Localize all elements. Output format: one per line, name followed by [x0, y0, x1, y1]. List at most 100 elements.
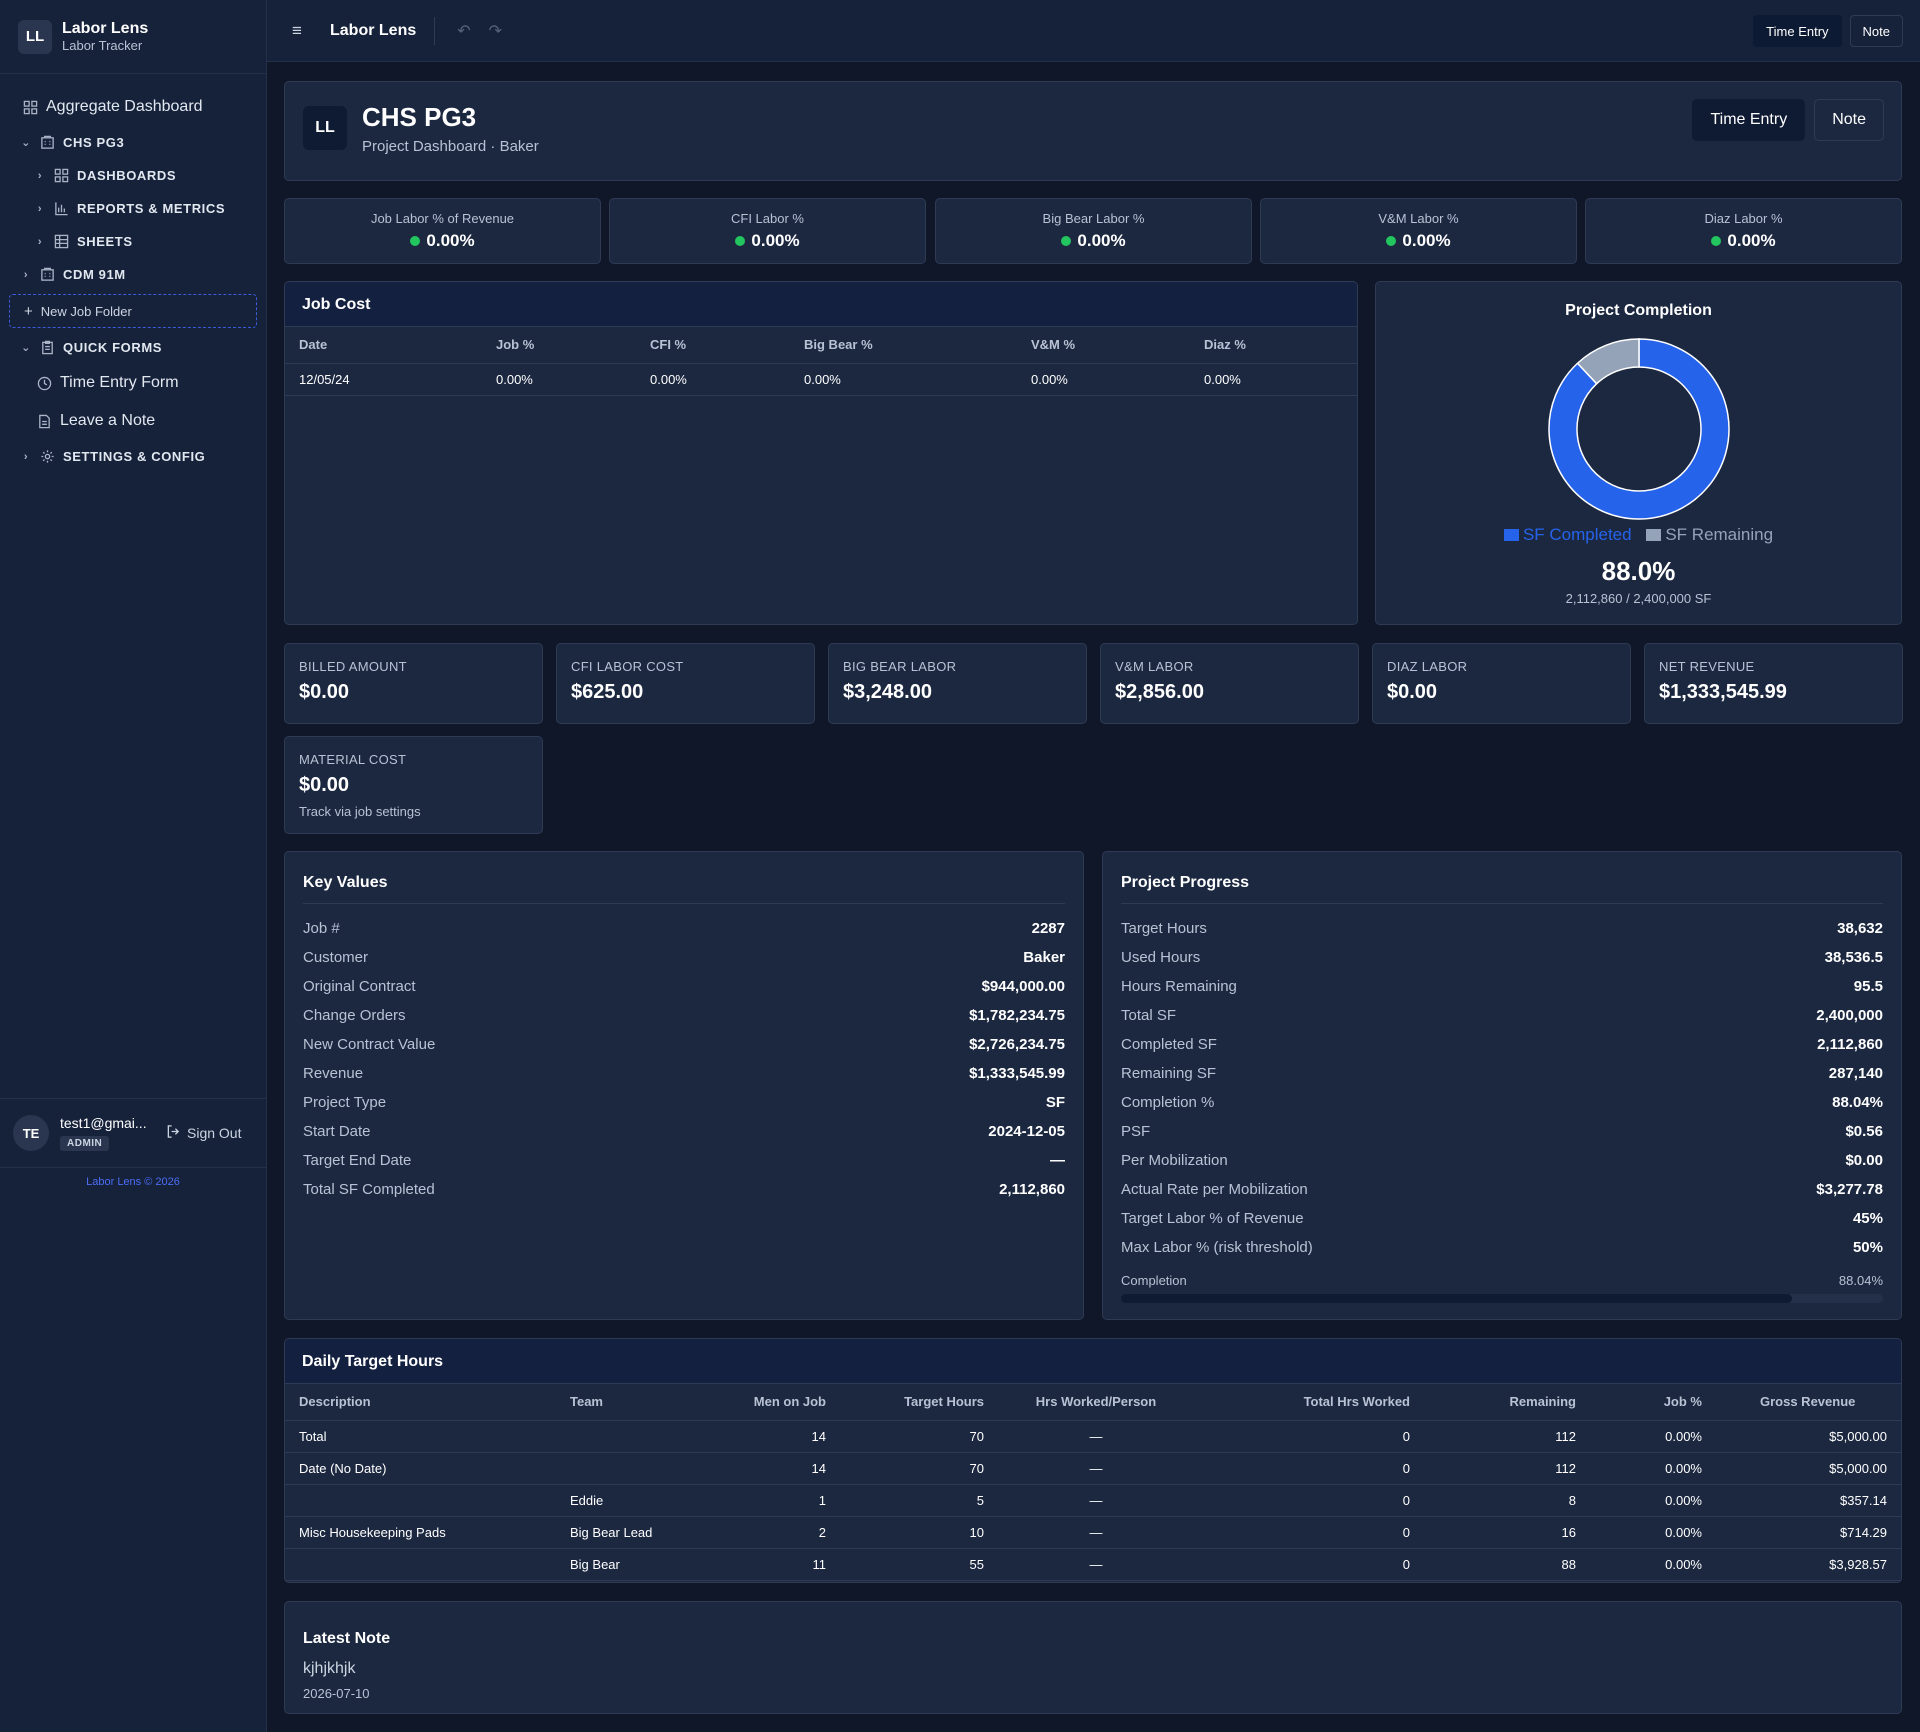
- chevron-right-icon[interactable]: ›: [37, 235, 43, 248]
- donut-slice-completed[interactable]: [1548, 338, 1730, 520]
- column-header[interactable]: Remaining: [1424, 1384, 1590, 1421]
- table-cell: —: [998, 1548, 1194, 1581]
- key-label: Total SF: [1121, 1007, 1177, 1024]
- table-cell: 1: [700, 1484, 840, 1517]
- new-job-folder-label: New Job Folder: [40, 303, 132, 319]
- table-cell: 0.00%: [1590, 1516, 1716, 1549]
- column-header[interactable]: Gross Revenue: [1716, 1384, 1901, 1421]
- sidebar-item-chs-pg3[interactable]: ⌄ CHS PG3: [0, 126, 266, 159]
- status-dot-icon: [1711, 236, 1722, 246]
- latest-note-card: Latest Note kjhjkhjk 2026-07-10: [284, 1601, 1902, 1714]
- menu-icon[interactable]: ≡: [292, 20, 302, 40]
- column-header[interactable]: Team: [556, 1384, 700, 1421]
- sidebar-item-leave-note[interactable]: Leave a Note: [0, 402, 266, 440]
- table-cell: 0: [1194, 1484, 1424, 1517]
- table-cell: —: [998, 1484, 1194, 1517]
- column-header[interactable]: Job %: [1590, 1384, 1716, 1421]
- completion-percent: 88.0%: [1601, 556, 1676, 586]
- column-header[interactable]: Diaz %: [1190, 327, 1357, 364]
- avatar[interactable]: TE: [13, 1115, 49, 1151]
- kpi-value: 0.00%: [1586, 231, 1901, 251]
- note-button[interactable]: Note: [1849, 15, 1903, 47]
- metric-card-big-bear-labor: BIG BEAR LABOR $3,248.00: [828, 643, 1087, 724]
- table-cell: Date (No Date): [285, 1452, 556, 1485]
- brand[interactable]: LL Labor Lens Labor Tracker: [0, 0, 266, 74]
- key-value-row: Customer Baker: [303, 943, 1065, 972]
- sidebar-item-time-entry-form[interactable]: Time Entry Form: [0, 364, 266, 402]
- sidebar-item-quick-forms[interactable]: ⌄ QUICK FORMS: [0, 331, 266, 364]
- sign-out-button[interactable]: Sign Out: [166, 1124, 241, 1142]
- key-value: $0.56: [1845, 1123, 1883, 1140]
- plus-icon: +: [24, 302, 33, 320]
- sidebar-item-settings[interactable]: › SETTINGS & CONFIG: [0, 440, 266, 473]
- table-row[interactable]: Total 14 70—0 112 0.00% $5,000.00: [285, 1420, 1901, 1453]
- sidebar-item-dashboards[interactable]: › DASHBOARDS: [0, 159, 266, 192]
- table-cell: $5,000.00: [1716, 1452, 1901, 1485]
- progress-bar-label: Completion: [1121, 1273, 1187, 1288]
- key-values-title: Key Values: [303, 874, 388, 891]
- sidebar-item-cdm-91m[interactable]: › CDM 91M: [0, 258, 266, 291]
- table-row[interactable]: Eddie 1 5—0 8 0.00% $357.14: [285, 1484, 1901, 1517]
- sidebar-item-reports[interactable]: › REPORTS & METRICS: [0, 192, 266, 225]
- column-header[interactable]: Men on Job: [700, 1384, 840, 1421]
- sidebar-item-label: Time Entry Form: [60, 374, 179, 391]
- donut-slice-remaining[interactable]: [1576, 338, 1640, 385]
- key-label: Revenue: [303, 1065, 364, 1082]
- project-progress-list: Target Hours 38,632 Used Hours 38,536.5 Hour…: [1121, 914, 1883, 1262]
- chevron-right-icon[interactable]: ›: [23, 268, 29, 281]
- legend-label-remaining[interactable]: SF Remaining: [1665, 525, 1774, 544]
- legend-label-completed[interactable]: SF Completed: [1522, 525, 1632, 544]
- chevron-down-icon[interactable]: ⌄: [21, 137, 31, 149]
- time-entry-button[interactable]: Time Entry: [1753, 15, 1842, 47]
- metric-label: V&M LABOR: [1115, 659, 1194, 674]
- chevron-right-icon[interactable]: ›: [23, 450, 29, 463]
- table-row[interactable]: Misc Housekeeping Pads Big Bear Lead 2 10—0…: [285, 1516, 1901, 1549]
- key-value: 38,632: [1837, 920, 1883, 937]
- table-cell: 0.00%: [636, 363, 790, 396]
- chevron-right-icon[interactable]: ›: [37, 202, 43, 215]
- clock-icon: [36, 375, 52, 391]
- column-header[interactable]: CFI %: [636, 327, 790, 364]
- key-value-row: Original Contract $944,000.00: [303, 972, 1065, 1001]
- key-value: 45%: [1852, 1210, 1883, 1227]
- column-header[interactable]: Target Hours: [840, 1384, 998, 1421]
- table-row[interactable]: Big Bear 11 55—0 88 0.00% $3,928.57: [285, 1548, 1901, 1581]
- redo-icon[interactable]: ↷: [488, 22, 503, 40]
- project-logo: LL: [303, 106, 347, 150]
- table-cell: 0: [1194, 1452, 1424, 1485]
- sidebar-item-label: Aggregate Dashboard: [46, 98, 203, 115]
- key-value: SF: [1045, 1094, 1065, 1111]
- chevron-down-icon[interactable]: ⌄: [21, 342, 31, 354]
- key-value-row: Remaining SF 287,140: [1121, 1059, 1883, 1088]
- column-header[interactable]: Description: [285, 1384, 556, 1421]
- latest-note-title: Latest Note: [303, 1630, 391, 1647]
- metric-card-billed-amount: BILLED AMOUNT $0.00: [284, 643, 543, 724]
- table-row[interactable]: 12/05/24 0.00% 0.00% 0.00% 0.00% 0.00%: [285, 363, 1357, 396]
- table-row[interactable]: Date (No Date) 14 70—0 112 0.00% $5,000.00: [285, 1452, 1901, 1485]
- column-header[interactable]: V&M %: [1017, 327, 1190, 364]
- table-cell: 14: [700, 1452, 840, 1485]
- time-entry-button[interactable]: Time Entry: [1692, 99, 1806, 141]
- column-header[interactable]: Job %: [482, 327, 636, 364]
- undo-icon[interactable]: ↶: [457, 22, 471, 40]
- sidebar-item-aggregate-dashboard[interactable]: Aggregate Dashboard: [0, 88, 266, 126]
- column-header[interactable]: Total Hrs Worked: [1194, 1384, 1424, 1421]
- key-value-row: Completed SF 2,112,860: [1121, 1030, 1883, 1059]
- sidebar-item-sheets[interactable]: › SHEETS: [0, 225, 266, 258]
- new-job-folder-button[interactable]: + New Job Folder: [9, 294, 257, 328]
- chart-legend: SF Completed SF Remaining: [1376, 525, 1901, 545]
- column-header[interactable]: Date: [285, 327, 482, 364]
- column-header[interactable]: Hrs Worked/Person: [998, 1384, 1194, 1421]
- note-button[interactable]: Note: [1814, 99, 1884, 141]
- table-cell: —: [998, 1516, 1194, 1549]
- key-value-row: New Contract Value $2,726,234.75: [303, 1030, 1065, 1059]
- key-label: Remaining SF: [1121, 1065, 1217, 1082]
- key-value-row: Change Orders $1,782,234.75: [303, 1001, 1065, 1030]
- key-label: Original Contract: [303, 978, 416, 995]
- chevron-right-icon[interactable]: ›: [37, 169, 43, 182]
- legend-swatch-completed: [1503, 529, 1519, 541]
- completion-subtitle: 2,112,860 / 2,400,000 SF: [1565, 591, 1712, 606]
- kpi-value-text: 0.00%: [751, 231, 800, 250]
- metric-note: Track via job settings: [299, 804, 421, 819]
- column-header[interactable]: Big Bear %: [790, 327, 1017, 364]
